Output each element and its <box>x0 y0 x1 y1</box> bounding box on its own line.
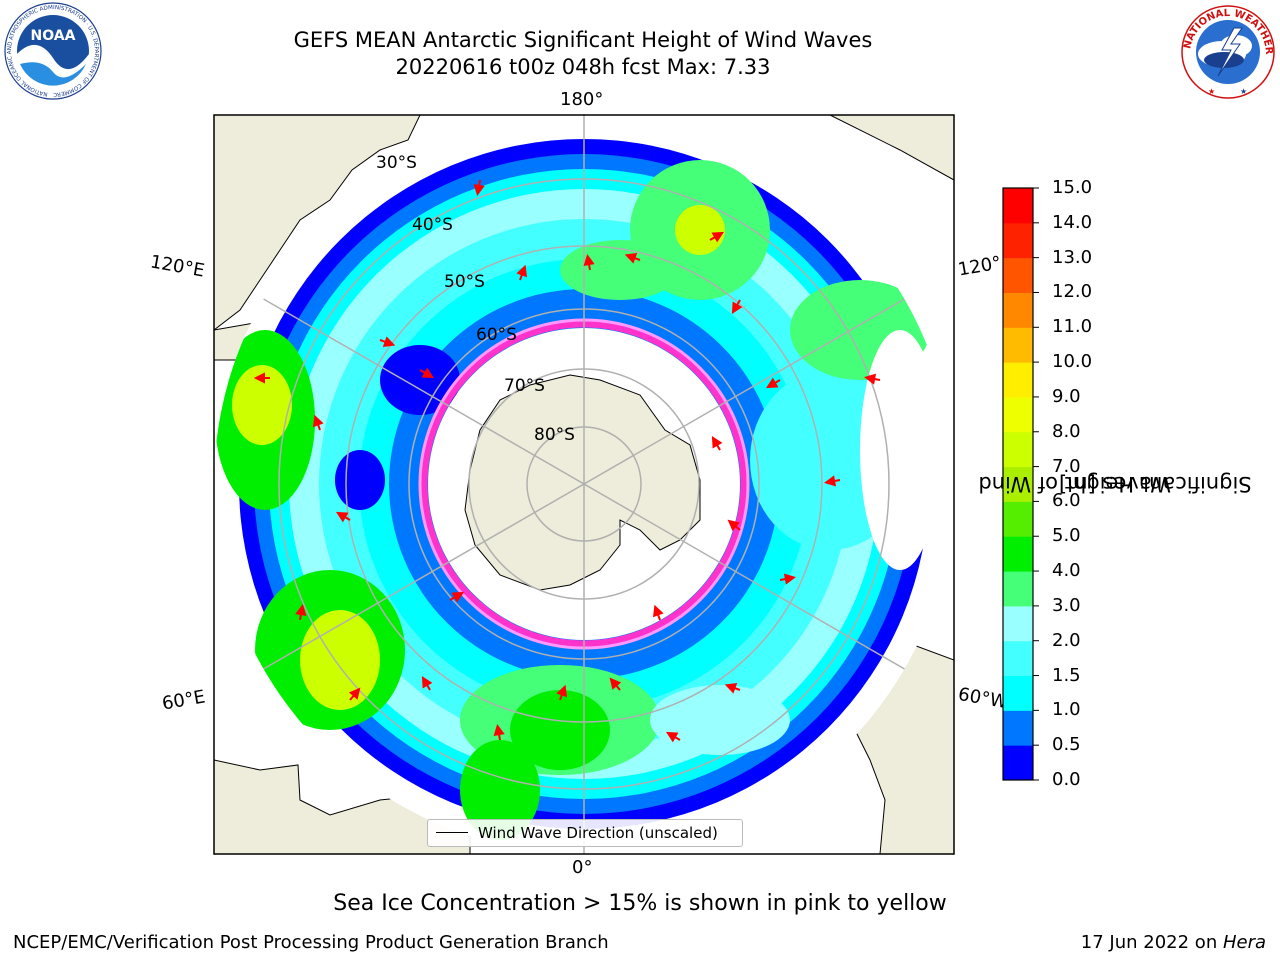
colorbar-segment <box>1003 222 1033 259</box>
svg-text:50°S: 50°S <box>444 272 485 292</box>
wave-field <box>214 114 954 854</box>
map-border <box>213 114 955 855</box>
colorbar-tick-label: 8.0 <box>1052 420 1081 442</box>
colorbar-tick-label: 1.0 <box>1052 699 1081 721</box>
lon-label-60e: 60°E <box>160 686 207 715</box>
colorbar-segment <box>1003 327 1033 363</box>
colorbar-segment <box>1003 396 1033 433</box>
footer-credit: NCEP/EMC/Verification Post Processing Pr… <box>13 932 609 953</box>
svg-text:60°S: 60°S <box>476 325 517 345</box>
legend-line-swatch <box>436 832 468 833</box>
antarctica <box>464 374 701 591</box>
svg-text:40°S: 40°S <box>412 215 453 235</box>
colorbar-tick-label: 5.0 <box>1052 525 1081 547</box>
graticule <box>214 114 954 854</box>
noaa-logo-text: NOAA <box>31 28 76 44</box>
colorbar-segment <box>1003 257 1033 293</box>
wind-wave-arrows <box>253 179 881 743</box>
lon-label-120e: 120°E <box>148 251 207 282</box>
noaa-logo: NOAA NATIONAL OCEANIC AND ATMOSPHERIC AD… <box>2 2 102 100</box>
svg-text:★: ★ <box>1208 87 1215 96</box>
colorbar-tick-label: 9.0 <box>1052 385 1081 407</box>
colorbar-segment <box>1003 292 1033 328</box>
colorbar-segment <box>1003 571 1033 607</box>
colorbar-segment <box>1003 431 1033 468</box>
colorbar-tick-label: 15.0 <box>1052 177 1093 198</box>
colorbar-segment <box>1003 745 1033 781</box>
map-legend: Wind Wave Direction (unscaled) <box>427 819 743 847</box>
lon-label-60w: 60°W <box>956 683 1010 714</box>
colorbar-tick-label: 0.5 <box>1052 734 1081 756</box>
colorbar-tick-label: 0.0 <box>1052 769 1081 790</box>
colorbar-segment <box>1003 362 1033 398</box>
svg-text:★: ★ <box>1240 87 1247 96</box>
lon-label-180: 180° <box>560 89 604 110</box>
colorbar-tick-label: 1.5 <box>1052 664 1081 686</box>
chart-title: GEFS MEAN Antarctic Significant Height o… <box>293 28 873 52</box>
sea-ice-caption: Sea Ice Concentration > 15% is shown in … <box>333 891 947 916</box>
colorbar-tick-label: 6.0 <box>1052 490 1081 512</box>
svg-text:30°S: 30°S <box>376 153 417 173</box>
legend-text: Wind Wave Direction (unscaled) <box>478 824 718 842</box>
colorbar-segment <box>1003 188 1033 224</box>
colorbar-segment <box>1003 536 1033 572</box>
colorbar-segment <box>1003 605 1033 642</box>
colorbar-tick-label: 4.0 <box>1052 560 1081 582</box>
colorbar-tick-label: 11.0 <box>1052 316 1093 338</box>
colorbar-tick-label: 12.0 <box>1052 281 1093 303</box>
lon-label-0: 0° <box>572 857 593 878</box>
land-areas <box>214 115 954 854</box>
lon-label-120w: 120° <box>956 252 1003 281</box>
colorbar-segment <box>1003 710 1033 746</box>
colorbar-tick-label: 13.0 <box>1052 246 1093 268</box>
svg-text:70°S: 70°S <box>504 376 545 396</box>
colorbar-segment <box>1003 501 1033 537</box>
chart-subtitle: 20220616 t00z 048h fcst Max: 7.33 <box>395 55 771 79</box>
colorbar-tick-label: 3.0 <box>1052 594 1081 616</box>
svg-text:80°S: 80°S <box>534 425 575 445</box>
colorbar-tick-label: 7.0 <box>1052 455 1081 477</box>
colorbar-tick-label: 10.0 <box>1052 351 1093 373</box>
colorbar-tick-label: 2.0 <box>1052 629 1081 651</box>
colorbar-tick-label: 14.0 <box>1052 211 1093 233</box>
nws-logo: NATIONAL WEATHER SERVICE ★ ★ <box>1178 4 1275 99</box>
footer-date: 17 Jun 2022 on Hera <box>1080 932 1266 953</box>
colorbar-segment <box>1003 640 1033 677</box>
latitude-labels: 30°S 40°S 50°S 60°S 70°S 80°S <box>376 153 575 445</box>
